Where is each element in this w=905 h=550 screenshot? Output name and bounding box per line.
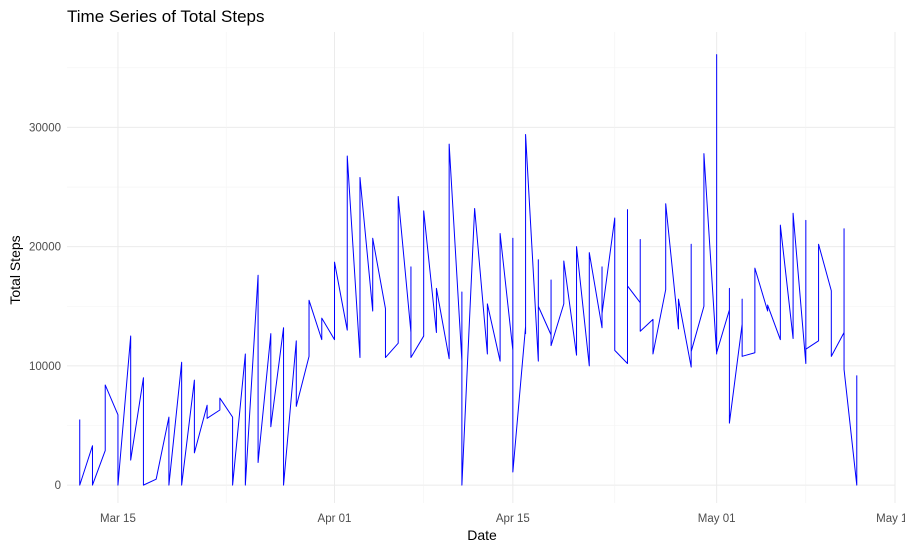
series-group: [80, 55, 857, 485]
x-tick-label: Apr 15: [496, 513, 530, 525]
chart-title: Time Series of Total Steps: [67, 7, 264, 26]
x-tick-label: May 01: [698, 513, 736, 525]
series-line: [80, 55, 857, 485]
y-tick-label: 10000: [29, 361, 61, 373]
x-axis-ticks: Mar 15 Apr 01 Apr 15 May 01 May 15: [100, 513, 905, 525]
x-tick-label: Apr 01: [318, 513, 352, 525]
y-axis-title: Total Steps: [7, 235, 23, 304]
gridlines: [67, 32, 895, 503]
x-tick-label: Mar 15: [100, 513, 136, 525]
y-axis-ticks: 0 10000 20000 30000: [29, 122, 61, 492]
x-axis-title: Date: [467, 527, 497, 543]
y-tick-label: 0: [55, 480, 61, 492]
y-tick-label: 20000: [29, 242, 61, 254]
x-tick-label: May 15: [876, 513, 905, 525]
y-tick-label: 30000: [29, 122, 61, 134]
